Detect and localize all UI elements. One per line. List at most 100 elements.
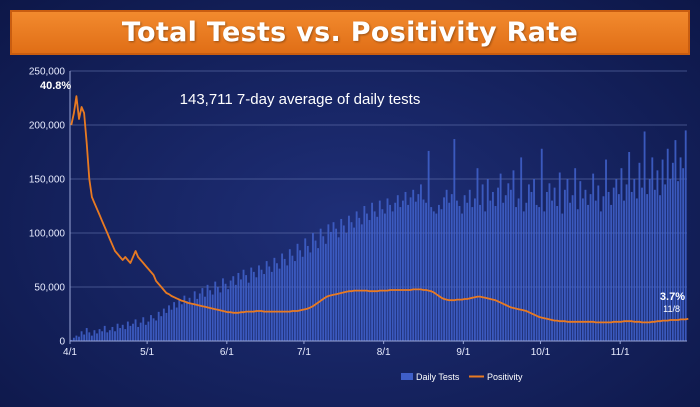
bar-daily-tests <box>414 201 417 341</box>
bar-daily-tests <box>479 204 481 341</box>
bar-daily-tests <box>466 202 469 341</box>
bar-daily-tests <box>651 157 654 341</box>
bar-daily-tests <box>520 157 523 341</box>
bar-daily-tests <box>610 204 613 341</box>
bar-daily-tests <box>186 301 188 341</box>
bar-daily-tests <box>232 276 235 341</box>
bar-daily-tests <box>427 150 430 341</box>
bar-daily-tests <box>430 207 433 341</box>
bar-daily-tests <box>252 271 255 341</box>
bar-daily-tests <box>119 328 122 341</box>
bar-daily-tests <box>348 215 350 341</box>
bar-daily-tests <box>219 292 222 341</box>
bar-daily-tests <box>157 311 160 341</box>
bar-daily-tests <box>178 299 181 341</box>
bar-daily-tests <box>168 305 170 341</box>
bar-daily-tests <box>204 296 206 341</box>
x-tick-label: 10/1 <box>531 347 551 358</box>
bar-daily-tests <box>327 224 330 341</box>
bar-daily-tests <box>222 278 224 341</box>
bar-daily-tests <box>648 179 651 341</box>
bar-daily-tests <box>481 184 484 341</box>
bar-daily-tests <box>263 274 266 341</box>
bar-daily-tests <box>448 202 451 341</box>
bar-daily-tests <box>160 316 163 341</box>
bar-daily-tests <box>180 304 183 341</box>
bar-daily-tests <box>265 261 268 341</box>
bar-daily-tests <box>332 222 335 341</box>
bar-daily-tests <box>581 198 584 341</box>
bar-daily-tests <box>363 206 366 341</box>
bar-daily-tests <box>453 139 456 341</box>
bar-daily-tests <box>489 200 492 341</box>
bar-daily-tests <box>134 319 137 341</box>
bar-daily-tests <box>183 295 186 341</box>
x-axis-tick-labels: 4/1 5/1 6/1 7/1 8/1 9/1 10/1 11/1 <box>63 341 630 358</box>
bar-daily-tests <box>314 240 317 341</box>
bar-daily-tests <box>216 287 219 341</box>
bar-daily-tests <box>566 179 569 341</box>
bar-daily-tests <box>258 265 260 341</box>
bar-daily-tests <box>502 202 505 341</box>
bar-daily-tests <box>386 198 389 341</box>
bar-daily-tests <box>98 329 101 341</box>
bar-daily-tests <box>435 213 438 341</box>
bar-daily-tests <box>381 209 384 341</box>
bar-daily-tests <box>250 267 253 341</box>
bar-daily-tests <box>191 303 194 341</box>
bar-daily-tests <box>299 250 302 341</box>
bar-daily-tests <box>653 189 656 341</box>
bar-daily-tests <box>535 204 538 341</box>
bar-daily-tests <box>384 213 386 341</box>
bar-daily-tests <box>404 191 407 341</box>
bar-daily-tests <box>543 211 546 341</box>
bar-daily-tests <box>85 328 88 341</box>
line-series-positivity <box>70 95 689 324</box>
bar-daily-tests <box>661 159 664 341</box>
legend-label-daily-tests: Daily Tests <box>416 372 460 382</box>
bar-daily-tests <box>671 162 674 341</box>
bar-daily-tests <box>152 318 155 341</box>
y-tick-label: 0 <box>59 337 65 348</box>
bar-daily-tests <box>417 194 420 341</box>
bar-daily-tests <box>306 245 309 341</box>
bar-daily-tests <box>358 217 361 341</box>
bar-daily-tests <box>556 206 559 341</box>
bar-daily-tests <box>394 202 397 341</box>
bar-daily-tests <box>445 189 448 341</box>
bar-daily-tests <box>312 233 314 341</box>
last-value-label: 3.7% <box>660 291 685 303</box>
bar-daily-tests <box>317 248 320 341</box>
bar-daily-tests <box>114 331 116 341</box>
bar-daily-tests <box>633 179 636 341</box>
bar-daily-tests <box>350 222 353 341</box>
bar-daily-tests <box>407 204 409 341</box>
bar-daily-tests <box>78 336 80 341</box>
bar-daily-tests <box>674 140 677 341</box>
x-tick-label: 4/1 <box>63 347 77 358</box>
y-tick-label: 150,000 <box>29 175 66 186</box>
bar-daily-tests <box>635 198 638 341</box>
bar-daily-tests <box>443 197 445 341</box>
bar-daily-tests <box>607 191 610 341</box>
bar-daily-tests <box>620 168 623 341</box>
bar-daily-tests <box>273 257 276 341</box>
bar-daily-tests <box>337 237 340 341</box>
bar-daily-tests <box>548 183 551 341</box>
bar-daily-tests <box>144 324 147 341</box>
bar-daily-tests <box>515 207 517 341</box>
bar-daily-tests <box>139 322 142 341</box>
bar-daily-tests <box>497 187 499 341</box>
bar-daily-tests <box>615 179 618 341</box>
bar-daily-tests <box>240 279 242 341</box>
bar-daily-tests <box>450 194 453 341</box>
axes <box>69 71 687 342</box>
bar-daily-tests <box>587 204 589 341</box>
bar-daily-tests <box>545 191 548 341</box>
peak-value-label: 40.8% <box>40 80 71 92</box>
chart-title: Total Tests vs. Positivity Rate <box>121 17 579 48</box>
bar-daily-tests <box>371 202 373 341</box>
bar-daily-tests <box>602 196 605 341</box>
bar-daily-tests <box>597 185 600 341</box>
bar-daily-tests <box>569 202 571 341</box>
